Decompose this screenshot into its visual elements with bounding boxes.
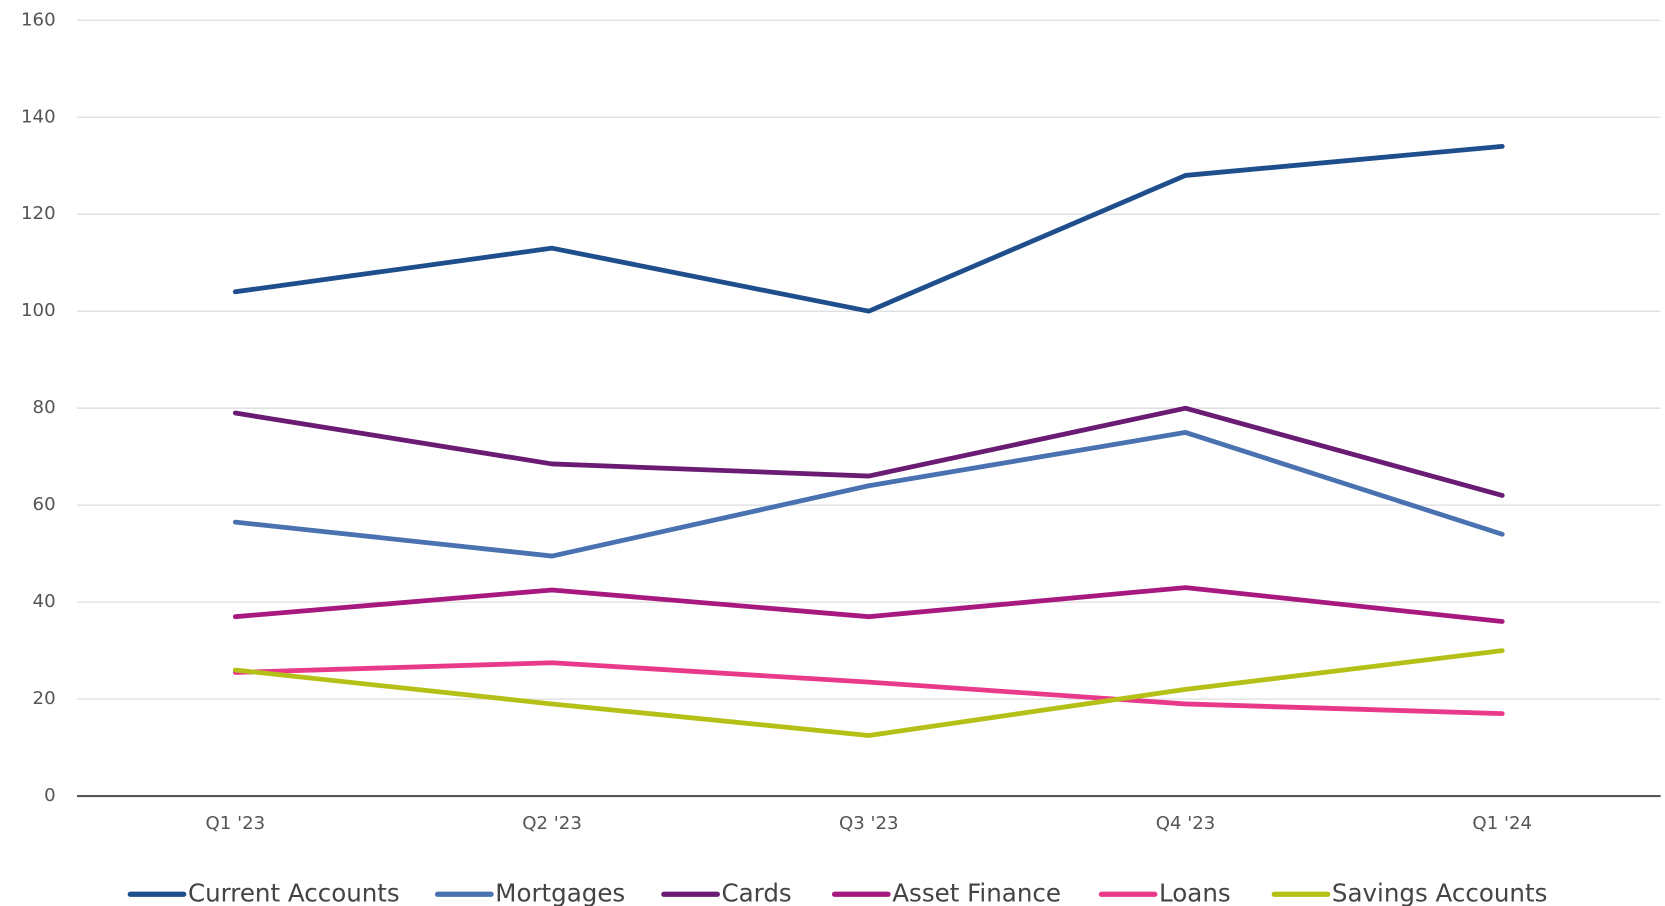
legend-label: Asset Finance bbox=[892, 878, 1061, 906]
legend-label: Loans bbox=[1159, 878, 1231, 906]
y-tick-label: 100 bbox=[21, 300, 56, 321]
y-tick-label: 120 bbox=[21, 203, 56, 224]
legend-label: Current Accounts bbox=[188, 878, 400, 906]
line-series bbox=[232, 585, 1505, 624]
x-tick-label: Q3 '23 bbox=[839, 813, 899, 834]
y-tick-label: 20 bbox=[33, 688, 56, 709]
y-tick-label: 140 bbox=[21, 106, 56, 127]
x-tick-label: Q1 '24 bbox=[1472, 813, 1532, 834]
line-series bbox=[232, 405, 1505, 498]
y-tick-label: 80 bbox=[33, 397, 56, 418]
y-tick-label: 0 bbox=[44, 785, 56, 806]
y-tick-label: 160 bbox=[21, 9, 56, 30]
legend-label: Savings Accounts bbox=[1332, 878, 1547, 906]
x-tick-label: Q4 '23 bbox=[1156, 813, 1216, 834]
x-tick-label: Q1 '23 bbox=[206, 813, 266, 834]
line-series bbox=[232, 660, 1505, 717]
y-tick-label: 60 bbox=[33, 494, 56, 515]
line-series bbox=[232, 648, 1505, 738]
legend-label: Cards bbox=[722, 878, 792, 906]
y-tick-label: 40 bbox=[33, 591, 56, 612]
x-tick-label: Q2 '23 bbox=[522, 813, 582, 834]
line-series bbox=[232, 143, 1505, 314]
line-series bbox=[232, 430, 1505, 559]
legend-label: Mortgages bbox=[495, 878, 625, 906]
